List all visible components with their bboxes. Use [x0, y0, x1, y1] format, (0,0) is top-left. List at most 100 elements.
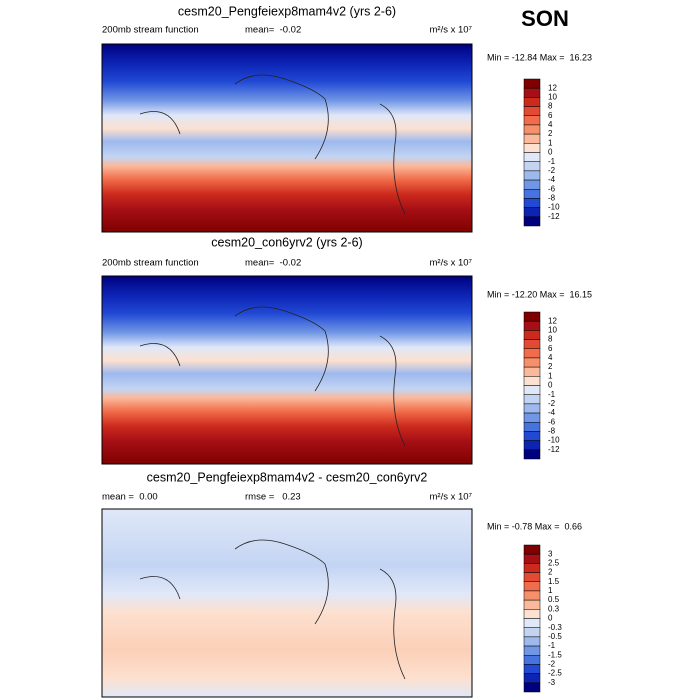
colorbar-box: [523, 553, 541, 564]
colorbar-label: 2: [548, 362, 553, 371]
min-max: Min = -12.84 Max = 16.23: [487, 52, 592, 62]
colorbar-box: [523, 544, 541, 555]
panel-title: cesm20_Pengfeiexp8mam4v2 (yrs 2-6): [178, 4, 396, 18]
map-field: [101, 43, 473, 233]
colorbar-label: -2: [548, 399, 556, 408]
colorbar-box: [523, 133, 541, 144]
colorbar-label: 6: [548, 111, 553, 120]
map-field: [101, 508, 473, 698]
colorbar-label: 1.5: [548, 577, 560, 586]
subtitle-left: 200mb stream function: [102, 25, 199, 36]
colorbar-label: -10: [548, 203, 560, 212]
min-max: Min = -0.78 Max = 0.66: [487, 521, 582, 531]
colorbar-label: 12: [548, 316, 557, 325]
colorbar-label: -2: [548, 166, 556, 175]
colorbar-box: [523, 599, 541, 610]
colorbar-box: [523, 311, 541, 322]
coastline: [139, 539, 406, 680]
colorbar-box: [523, 189, 541, 199]
subtitle-center: mean= -0.02: [245, 25, 301, 36]
subtitle-left: 200mb stream function: [102, 258, 199, 269]
colorbar-label: 0: [548, 148, 553, 157]
colorbar-label: 10: [548, 325, 557, 334]
colorbar-label: 8: [548, 335, 553, 344]
colorbar-label: 4: [548, 353, 553, 362]
min-max: Min = -12.20 Max = 16.15: [487, 289, 592, 299]
colorbar-box: [523, 618, 541, 628]
colorbar-box: [523, 627, 541, 638]
colorbar-box: [523, 170, 541, 181]
colorbar-label: 8: [548, 102, 553, 111]
coastline: [139, 306, 406, 447]
units: m²/s x 10⁷: [430, 25, 473, 36]
colorbar-box: [523, 115, 541, 126]
colorbar-box: [523, 207, 541, 218]
colorbar-box: [523, 431, 541, 441]
colorbar-box: [523, 673, 541, 684]
colorbar-label: 12: [548, 83, 557, 92]
subtitle-center: rmse = 0.23: [245, 492, 301, 503]
colorbar-box: [523, 198, 541, 208]
colorbar-label: -8: [548, 194, 556, 203]
colorbar-label: -12: [548, 212, 560, 221]
colorbar-label: 0.3: [548, 604, 560, 613]
colorbar-label: -6: [548, 184, 556, 193]
colorbar-label: -2: [548, 660, 556, 669]
colorbar-box: [523, 179, 541, 190]
colorbar-label: -1: [548, 641, 556, 650]
colorbar-label: -8: [548, 427, 556, 436]
colorbar-box: [523, 664, 541, 674]
colorbar-box: [523, 636, 541, 647]
colorbar-label: -2.5: [548, 669, 562, 678]
colorbar-label: 2.5: [548, 558, 560, 567]
colorbar-box: [523, 330, 541, 340]
colorbar-label: 0.5: [548, 595, 560, 604]
panel-title: cesm20_Pengfeiexp8mam4v2 - cesm20_con6yr…: [147, 470, 428, 484]
colorbar-label: -3: [548, 678, 556, 687]
colorbar-box: [523, 645, 541, 656]
colorbar-box: [523, 106, 541, 116]
coastline: [139, 74, 406, 215]
season-label: SON: [521, 6, 569, 31]
map-field: [101, 275, 473, 465]
colorbar-box: [523, 572, 541, 582]
panel-title: cesm20_con6yrv2 (yrs 2-6): [211, 235, 362, 249]
colorbar-box: [523, 339, 541, 349]
colorbar-box: [523, 124, 541, 135]
colorbar-label: -12: [548, 445, 560, 454]
colorbar-label: -1: [548, 157, 556, 166]
colorbar-box: [523, 412, 541, 423]
colorbar-box: [523, 348, 541, 359]
colorbar-box: [523, 376, 541, 386]
colorbar-box: [523, 366, 541, 377]
colorbar-box: [523, 78, 541, 89]
colorbar-label: 0: [548, 381, 553, 390]
units: m²/s x 10⁷: [430, 258, 473, 269]
colorbar-label: 6: [548, 344, 553, 353]
colorbar-box: [523, 143, 541, 153]
colorbar-box: [523, 385, 541, 395]
units: m²/s x 10⁷: [430, 492, 473, 503]
colorbar-box: [523, 152, 541, 162]
colorbar-label: 1: [548, 371, 553, 380]
colorbar-box: [523, 357, 541, 368]
colorbar-label: 2: [548, 568, 553, 577]
colorbar-box: [523, 682, 541, 693]
colorbar-label: -4: [548, 175, 556, 184]
colorbar-label: -0.5: [548, 632, 562, 641]
colorbar-box: [523, 320, 541, 331]
colorbar-box: [523, 440, 541, 451]
colorbar-label: 0: [548, 614, 553, 623]
colorbar-box: [523, 394, 541, 405]
colorbar-label: -6: [548, 417, 556, 426]
colorbar-label: -10: [548, 436, 560, 445]
colorbar-box: [523, 655, 541, 665]
colorbar-box: [523, 609, 541, 619]
colorbar-box: [523, 581, 541, 592]
colorbar-box: [523, 422, 541, 432]
colorbar-label: 10: [548, 92, 557, 101]
colorbar-label: 4: [548, 120, 553, 129]
colorbar-box: [523, 97, 541, 107]
colorbar-box: [523, 216, 541, 227]
